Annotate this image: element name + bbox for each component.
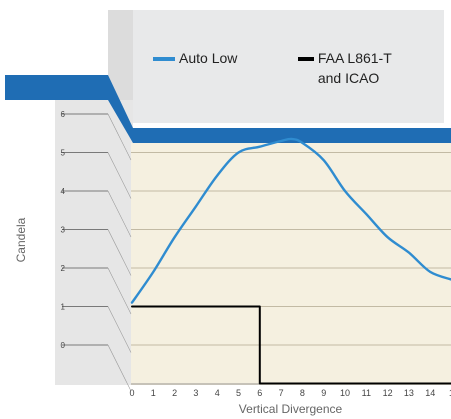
- y-tick-label: 0: [61, 341, 66, 350]
- x-tick-label: 1: [449, 388, 451, 398]
- series-line-auto-low: [130, 137, 451, 304]
- y-tick-connector: [107, 267, 132, 315]
- legend-item-auto-low: Auto Low: [153, 50, 237, 66]
- x-axis-title: Vertical Divergence: [238, 402, 343, 416]
- y-tick-label: 6: [61, 110, 66, 119]
- series-line-faa: [131, 305, 451, 385]
- y-axis-title: Candela: [14, 217, 28, 263]
- x-tick-label: 11: [362, 388, 371, 398]
- y-tick-label: 2: [61, 264, 66, 273]
- legend-label-faa: FAA L861-T and ICAO: [317, 50, 392, 86]
- x-tick-label: 7: [279, 388, 284, 398]
- x-tick-label: 13: [404, 388, 414, 398]
- y-tick-label: 1: [61, 303, 66, 312]
- x-tick-label: 2: [172, 388, 177, 398]
- x-tick-label: 5: [236, 388, 241, 398]
- y-tick-label: 4: [61, 187, 66, 196]
- x-tick-label: 0: [129, 388, 134, 398]
- y-tick-connector: [107, 344, 132, 392]
- legend: Auto Low FAA L861-T and ICAO: [133, 10, 444, 123]
- y-tick-connector: [107, 306, 132, 353]
- x-tick-label: 6: [257, 388, 262, 398]
- y-tick-label: 5: [61, 149, 66, 158]
- x-tick-label: 9: [321, 388, 326, 398]
- x-tick-label: 10: [340, 388, 350, 398]
- header-bar: [133, 128, 451, 143]
- x-tick-label: 12: [383, 388, 393, 398]
- y-axis-panel: [55, 100, 133, 385]
- y-tick-connector: [107, 190, 132, 238]
- ribbon: [5, 75, 133, 143]
- x-tick-label: 8: [300, 388, 305, 398]
- legend-swatch-faa: [298, 57, 314, 61]
- legend-item-faa: FAA L861-T and ICAO: [298, 50, 418, 88]
- y-tick-connector: [107, 113, 132, 161]
- y-tick-connector: [107, 229, 132, 276]
- y-tick-label: 3: [61, 226, 66, 235]
- x-tick-label: 1: [151, 388, 156, 398]
- plot-background: [131, 143, 451, 385]
- y-tick-connector: [107, 152, 132, 199]
- legend-swatch-auto-low: [153, 57, 175, 61]
- x-tick-label: 14: [425, 388, 435, 398]
- x-tick-label: 4: [215, 388, 220, 398]
- x-tick-label: 3: [193, 388, 198, 398]
- legend-label-auto-low: Auto Low: [179, 50, 238, 66]
